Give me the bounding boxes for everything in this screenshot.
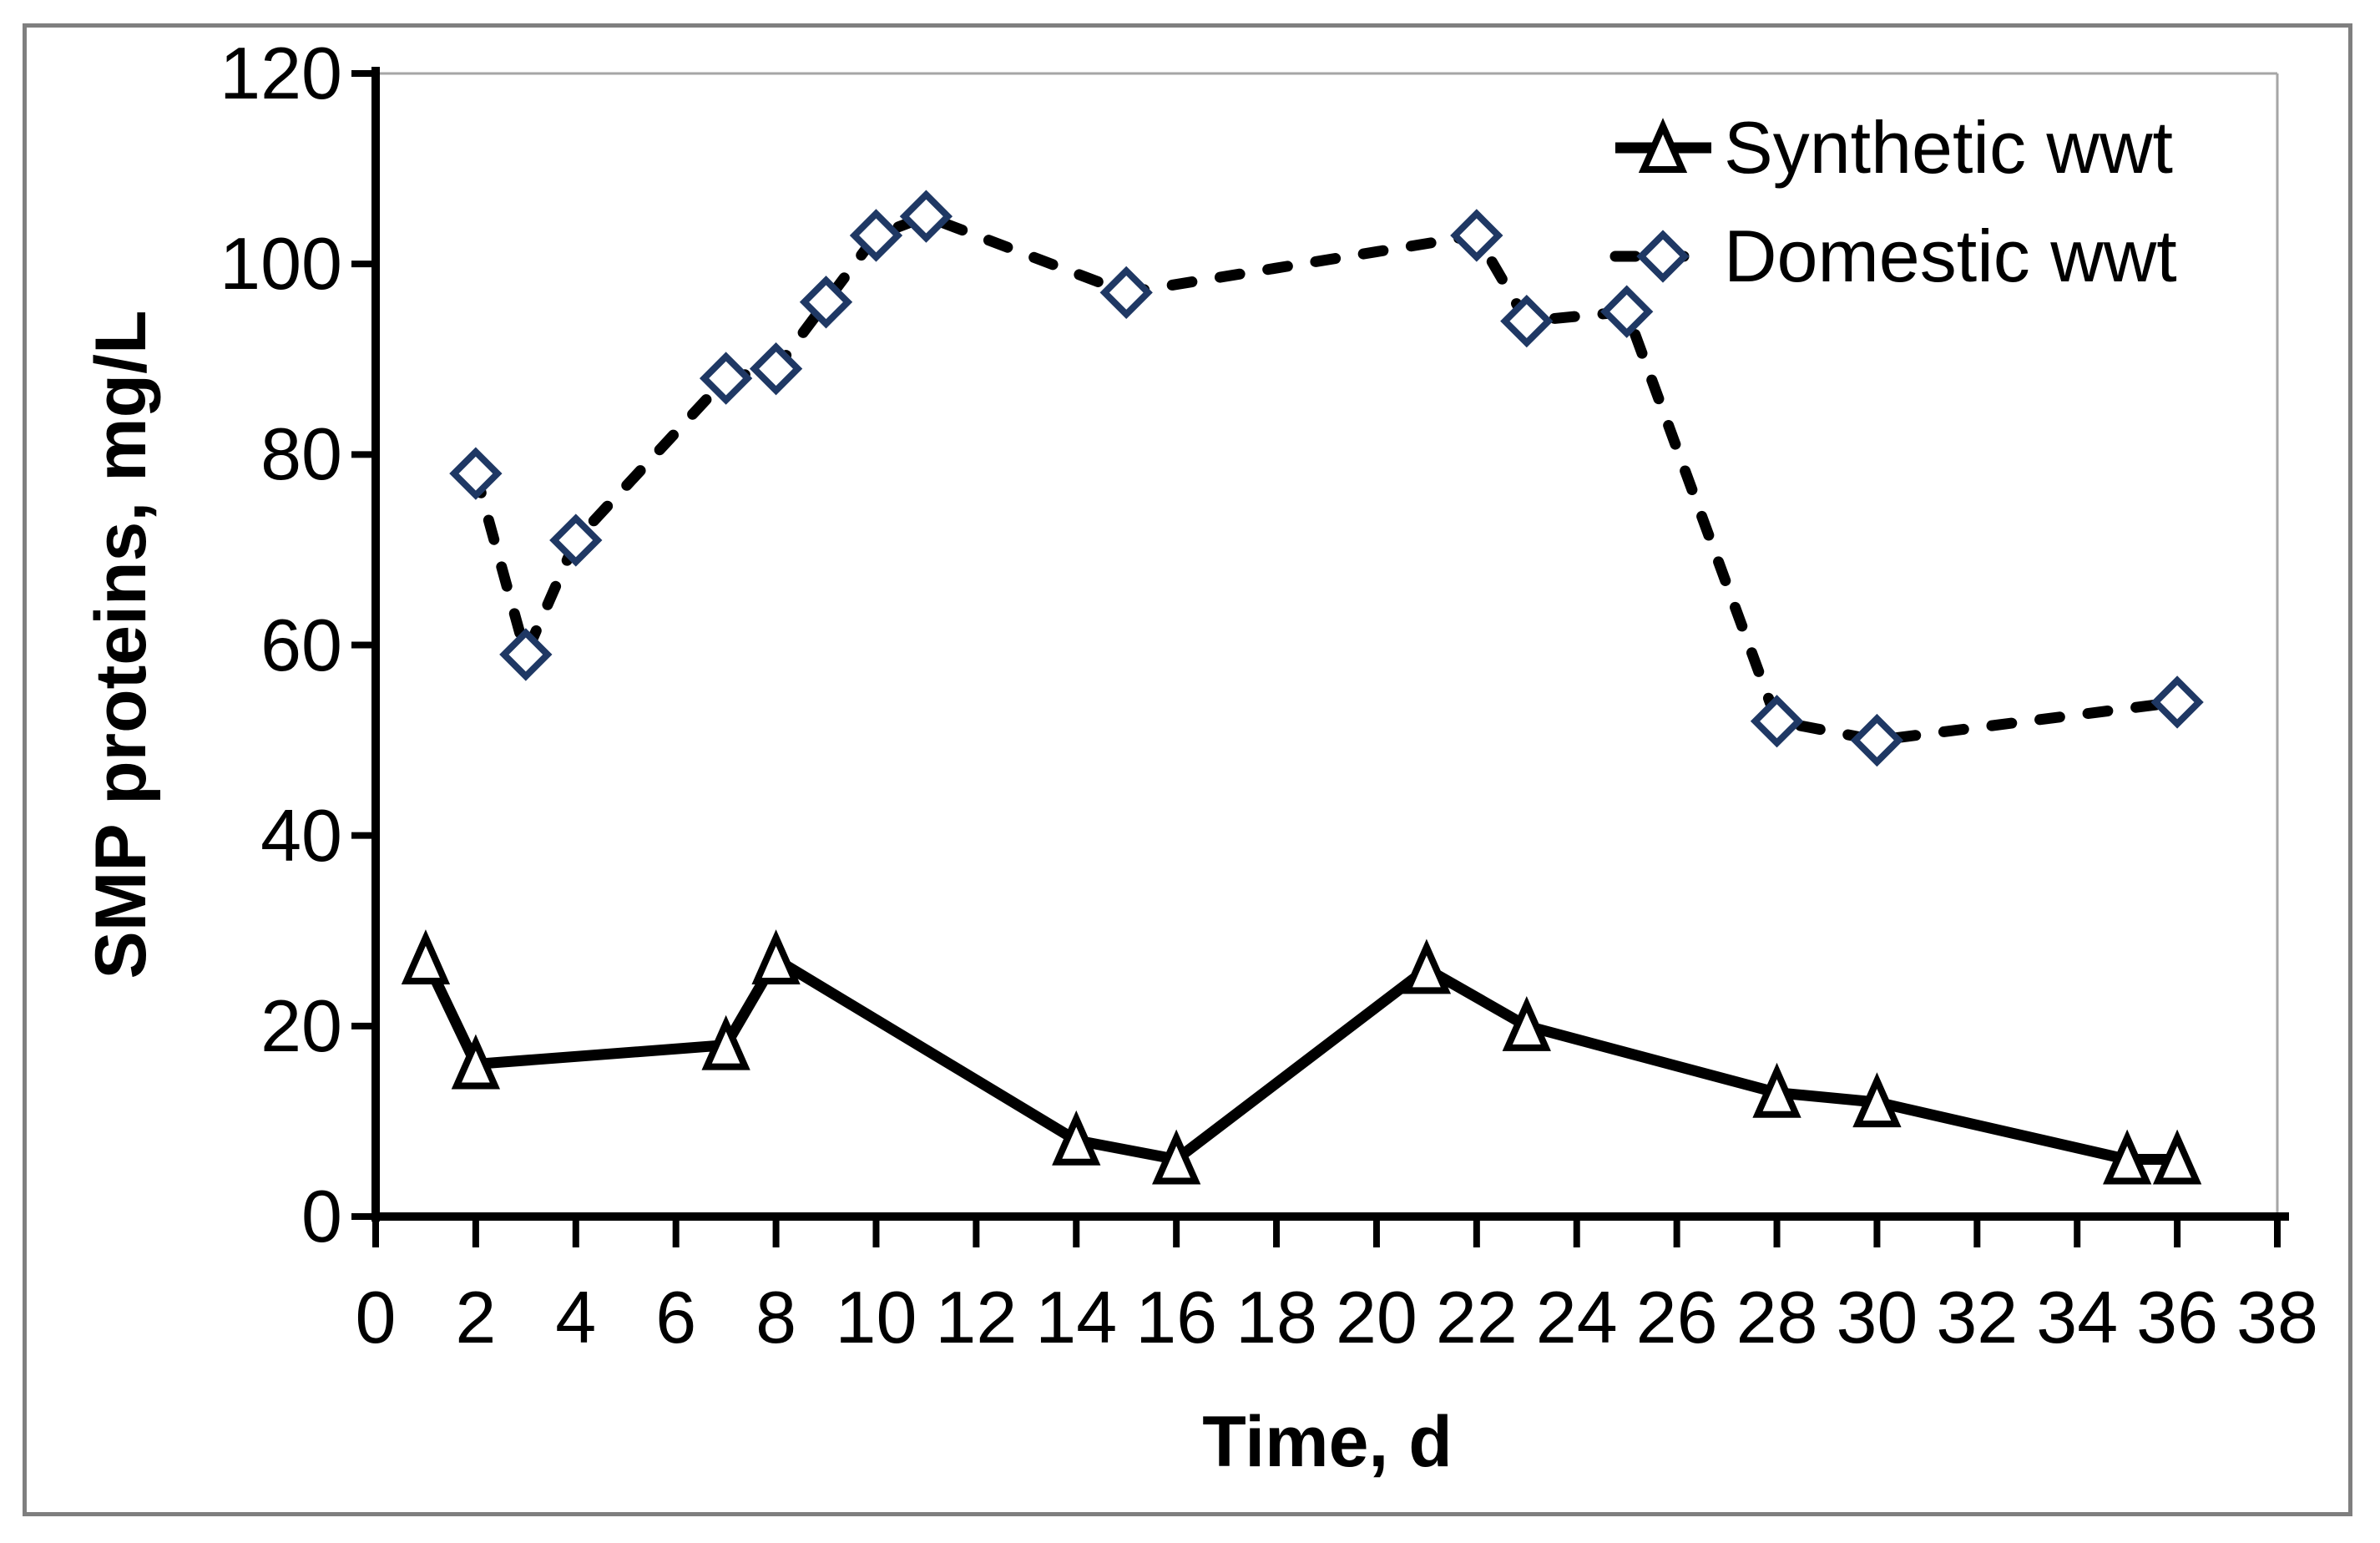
legend-label-domestic-wwt: Domestic wwt (1724, 215, 2177, 297)
x-tick-label: 4 (555, 1276, 597, 1358)
x-axis-title: Time, d (1202, 1402, 1453, 1482)
figure-border (23, 23, 2352, 1516)
y-tick-label: 120 (220, 32, 342, 114)
triangle-marker-icon (1402, 938, 1452, 994)
diamond-marker-icon (449, 447, 503, 500)
x-tick-label: 2 (455, 1276, 497, 1358)
triangle-marker-icon (451, 1034, 501, 1090)
diamond-marker-icon (849, 209, 903, 262)
x-tick-label: 24 (1535, 1276, 1618, 1358)
y-axis-title: SMP proteins, mg/L (81, 310, 161, 979)
triangle-marker-icon (2152, 1129, 2202, 1185)
legend-triangle-marker-icon (1638, 118, 1688, 173)
y-tick-label: 100 (220, 222, 342, 306)
legend-diamond-marker-icon (1636, 230, 1690, 283)
x-tick-label: 18 (1235, 1276, 1317, 1358)
y-tick-label: 0 (301, 1175, 342, 1257)
x-tick-label: 36 (2136, 1276, 2219, 1358)
x-tick-label: 22 (1435, 1276, 1518, 1358)
diamond-marker-icon (899, 190, 953, 243)
x-tick-label: 20 (1335, 1276, 1417, 1358)
x-tick-label: 14 (1035, 1276, 1118, 1358)
y-tick-label: 80 (260, 412, 342, 496)
diamond-marker-icon (499, 628, 553, 681)
x-tick-label: 30 (1836, 1276, 1918, 1358)
x-tick-label: 8 (755, 1276, 797, 1358)
x-tick-label: 6 (655, 1276, 697, 1358)
triangle-marker-icon (1152, 1129, 1201, 1185)
triangle-marker-icon (1502, 995, 1551, 1051)
y-tick-label: 60 (260, 603, 342, 686)
diamond-marker-icon (1850, 713, 1904, 767)
diamond-marker-icon (1500, 294, 1554, 348)
diamond-marker-icon (1450, 209, 1503, 262)
triangle-marker-icon (751, 929, 801, 984)
y-tick-label: 20 (260, 984, 342, 1067)
diamond-marker-icon (699, 352, 753, 405)
diamond-marker-icon (1099, 266, 1153, 320)
x-tick-label: 26 (1635, 1276, 1718, 1358)
series-line-domestic-wwt (470, 210, 2183, 746)
x-tick-label: 10 (835, 1276, 917, 1358)
diamond-marker-icon (1600, 285, 1654, 338)
x-tick-label: 32 (1936, 1276, 2019, 1358)
x-tick-label: 12 (935, 1276, 1018, 1358)
diamond-marker-icon (749, 342, 803, 396)
series-line-synthetic-wwt (421, 952, 2178, 1166)
diamond-marker-icon (2150, 675, 2204, 729)
diamond-marker-icon (799, 276, 853, 329)
x-tick-label: 34 (2036, 1276, 2119, 1358)
y-tick-label: 40 (260, 793, 342, 877)
triangle-marker-icon (2103, 1129, 2152, 1185)
x-tick-label: 16 (1135, 1276, 1218, 1358)
triangle-marker-icon (701, 1014, 750, 1070)
triangle-marker-icon (401, 929, 451, 984)
triangle-marker-icon (1052, 1110, 1101, 1166)
diamond-marker-icon (1750, 695, 1804, 748)
triangle-marker-icon (1852, 1072, 1902, 1128)
x-tick-label: 0 (355, 1276, 397, 1358)
x-tick-label: 38 (2236, 1276, 2318, 1358)
x-tick-label: 28 (1736, 1276, 1818, 1358)
legend-label-synthetic-wwt: Synthetic wwt (1724, 106, 2173, 189)
triangle-marker-icon (1752, 1062, 1801, 1118)
diamond-marker-icon (549, 513, 603, 567)
